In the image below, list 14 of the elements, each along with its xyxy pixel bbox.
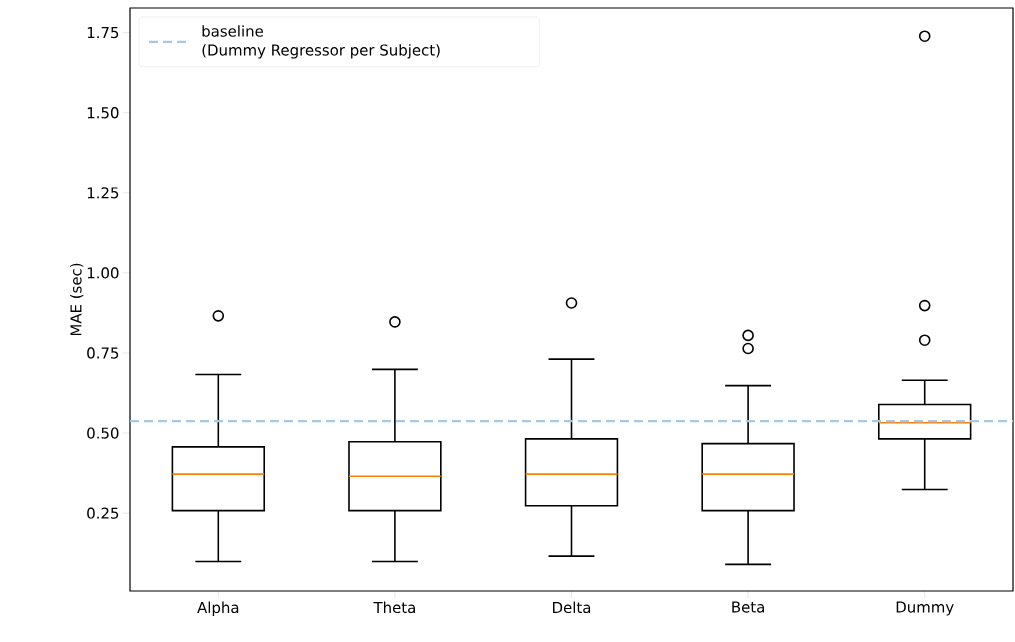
y-tick-label: 1.75 (87, 27, 119, 39)
y-tick-label: 0.50 (87, 427, 119, 439)
x-tick-label: Beta (732, 601, 764, 613)
y-tick-label: 0.25 (87, 507, 119, 519)
x-tick-label: Alpha (197, 601, 239, 616)
legend-label: baseline (Dummy Regressor per Subject) (202, 25, 440, 59)
x-tick-label: Delta (553, 601, 591, 614)
y-tick-label: 1.00 (87, 267, 119, 279)
y-axis-title: MAE (sec) (70, 263, 84, 336)
y-tick-label: 1.50 (87, 107, 119, 119)
x-tick-label: Dummy (896, 601, 954, 616)
y-tick-label: 1.25 (87, 187, 119, 199)
x-tick-label: Theta (373, 601, 415, 614)
y-tick-label: 0.75 (87, 347, 119, 359)
